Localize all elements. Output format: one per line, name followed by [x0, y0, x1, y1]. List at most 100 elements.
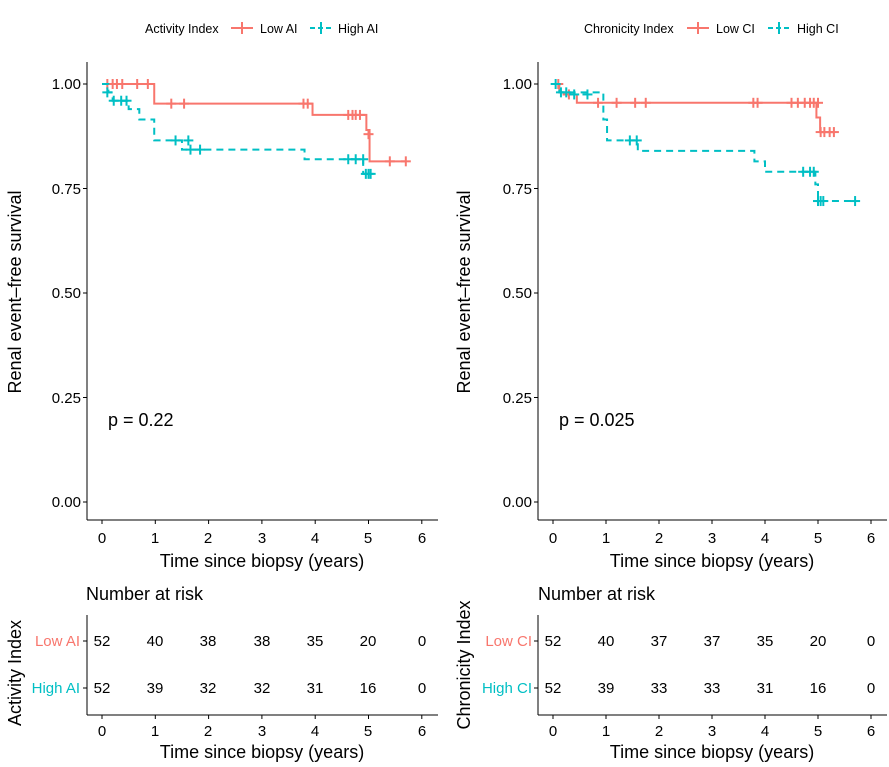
risk-row-low: 52 40 38 38 35 20 0	[94, 633, 427, 650]
legend-key-high	[768, 22, 790, 34]
x-tick-label: 4	[311, 530, 319, 547]
risk-count: 16	[360, 680, 377, 697]
risk-row-low: 52 40 37 37 35 20 0	[545, 633, 876, 650]
risk-row-high: 52 39 32 32 31 16 0	[94, 680, 427, 697]
censor-mark	[631, 135, 642, 146]
legend-key-high	[310, 22, 332, 34]
y-axis-label: Renal event–free survival	[5, 190, 25, 393]
legend-activity: Activity Index Low AI High AI	[145, 22, 378, 36]
y-ticks-chronicity: 0.00 0.25 0.50 0.75 1.00	[503, 76, 532, 511]
censor-mark	[117, 79, 128, 89]
censor-mark	[195, 144, 206, 155]
censor-mark	[354, 109, 365, 120]
risk-count: 40	[598, 633, 615, 650]
y-tick-label: 0.50	[52, 285, 81, 302]
plot-area-activity	[83, 62, 438, 719]
x-tick-label: 3	[708, 723, 716, 740]
censor-mark	[132, 79, 143, 89]
x-tick-label: 4	[761, 530, 769, 547]
risk-table-ylabel: Activity Index	[5, 620, 25, 726]
censor-mark	[185, 144, 196, 155]
censor-mark	[166, 98, 177, 109]
censor-mark	[302, 98, 313, 109]
x-tick-label: 0	[549, 530, 557, 547]
censor-mark	[179, 98, 190, 109]
censor-mark	[808, 166, 819, 177]
x-tick-label: 5	[814, 723, 822, 740]
risk-count: 20	[360, 633, 377, 650]
censor-mark	[121, 95, 132, 106]
x-tick-label: 4	[761, 723, 769, 740]
legend-key-low	[231, 22, 253, 34]
risk-count: 52	[545, 680, 562, 697]
y-tick-label: 0.75	[503, 181, 532, 198]
y-tick-label: 0.25	[503, 390, 532, 407]
censor-mark	[142, 79, 153, 89]
x-tick-label: 1	[151, 530, 159, 547]
risk-count: 0	[867, 680, 875, 697]
x-tick-label: 3	[708, 530, 716, 547]
censor-mark	[170, 135, 181, 146]
censor-mark	[102, 87, 113, 98]
x-ticks-activity: 0 1 2 3 4 5 6	[98, 530, 426, 547]
risk-count: 40	[147, 633, 164, 650]
x-tick-label: 6	[867, 723, 875, 740]
x-tick-label: 6	[867, 530, 875, 547]
risk-count: 39	[147, 680, 164, 697]
legend-label-low: Low CI	[716, 22, 755, 36]
risk-count: 33	[704, 680, 721, 697]
y-tick-label: 0.00	[503, 494, 532, 511]
legend-chronicity: Chronicity Index Low CI High CI	[584, 22, 839, 36]
y-tick-label: 0.75	[52, 181, 81, 198]
y-tick-label: 1.00	[52, 76, 81, 93]
y-tick-label: 0.25	[52, 390, 81, 407]
risk-count: 0	[418, 680, 426, 697]
x-tick-label: 0	[549, 723, 557, 740]
censor-mark	[813, 97, 823, 108]
censor-mark	[850, 196, 861, 207]
x-tick-label: 0	[98, 723, 106, 740]
risk-count: 32	[200, 680, 217, 697]
legend-label-high: High AI	[338, 22, 378, 36]
x-tick-label: 6	[418, 530, 426, 547]
x-axis-label: Time since biopsy (years)	[610, 551, 814, 571]
risk-count: 38	[200, 633, 217, 650]
risk-count: 0	[867, 633, 875, 650]
x-tick-label: 2	[204, 723, 212, 740]
y-ticks-activity: 0.00 0.25 0.50 0.75 1.00	[52, 76, 81, 511]
x-tick-label: 0	[98, 530, 106, 547]
legend-key-low	[687, 22, 709, 34]
risk-count: 38	[254, 633, 271, 650]
x-tick-label: 5	[814, 530, 822, 547]
x-ticks-chronicity: 0 1 2 3 4 5 6	[549, 530, 875, 547]
censor-mark	[358, 154, 369, 165]
risk-row-label-high: High CI	[482, 680, 532, 697]
plot-area-chronicity	[534, 62, 887, 719]
legend-title: Chronicity Index	[584, 22, 674, 36]
x-tick-label: 6	[418, 723, 426, 740]
risk-count: 31	[307, 680, 324, 697]
p-value-label: p = 0.22	[108, 410, 174, 430]
survival-curve-high	[553, 83, 856, 203]
y-tick-label: 0.50	[503, 285, 532, 302]
risk-count: 32	[254, 680, 271, 697]
censor-mark	[384, 156, 395, 167]
risk-count: 35	[307, 633, 324, 650]
risk-row-label-high: High AI	[32, 680, 80, 697]
censor-mark	[582, 89, 593, 100]
censor-mark	[363, 129, 374, 140]
survival-curve-low	[102, 83, 406, 163]
x-tick-label: 2	[655, 530, 663, 547]
censor-mark	[400, 156, 411, 167]
risk-count: 35	[757, 633, 774, 650]
y-axis-label: Renal event–free survival	[454, 190, 474, 393]
risk-row-label-low: Low AI	[35, 633, 80, 650]
censor-mark	[640, 97, 651, 108]
x-tick-label: 5	[364, 530, 372, 547]
risk-row-high: 52 39 33 33 31 16 0	[545, 680, 876, 697]
risk-x-ticks: 0 1 2 3 4 5 6	[98, 723, 426, 740]
censor-mark	[183, 135, 194, 146]
x-tick-label: 1	[602, 530, 610, 547]
risk-count: 52	[545, 633, 562, 650]
risk-table-activity: Number at risk Activity Index Low AI Hig…	[5, 584, 426, 762]
